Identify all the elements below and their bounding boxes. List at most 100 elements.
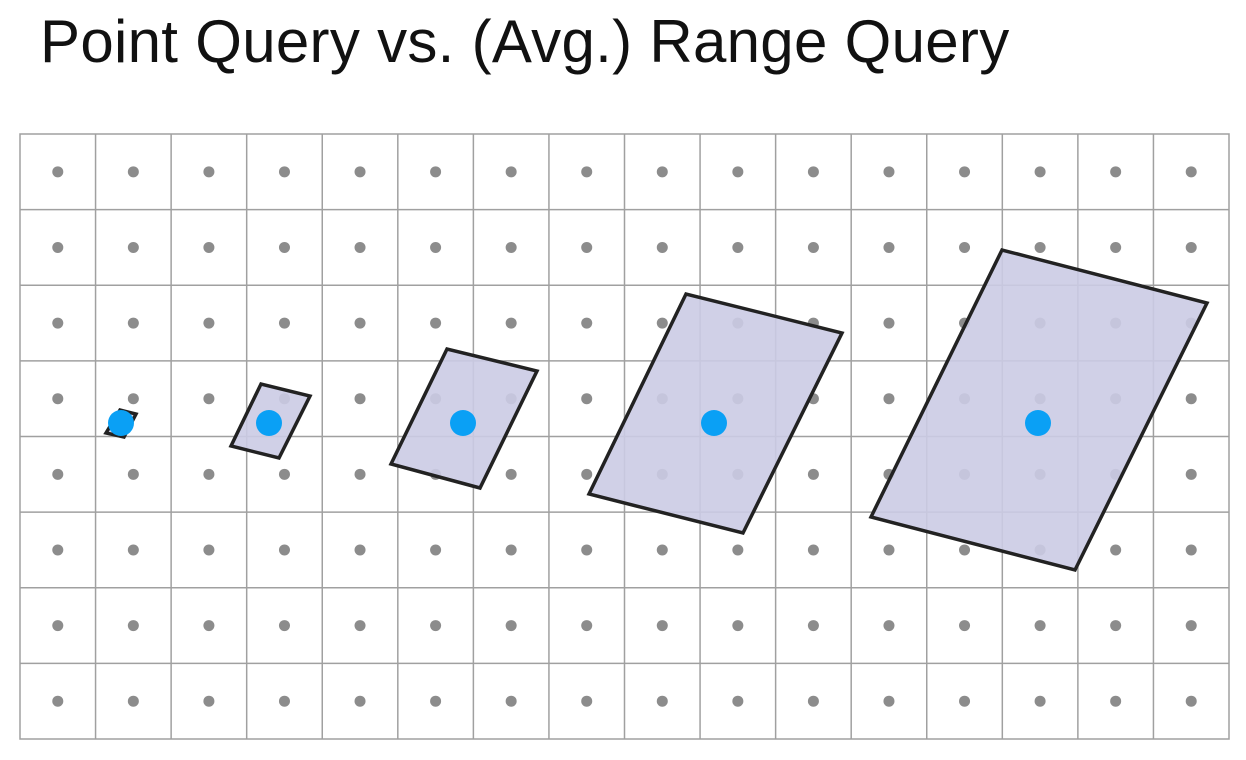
sample-dot <box>127 468 139 480</box>
sample-dot <box>127 695 139 707</box>
sample-dot <box>1185 544 1197 556</box>
range-query-xlarge <box>868 247 1210 573</box>
sample-dot <box>1185 393 1197 405</box>
sample-dot <box>959 620 971 632</box>
range-query-medium <box>388 346 540 491</box>
sample-dot <box>203 468 215 480</box>
sample-dot <box>505 468 517 480</box>
sample-dot <box>127 166 139 178</box>
sample-dot <box>1185 241 1197 253</box>
sample-dot <box>127 241 139 253</box>
sample-dot <box>203 544 215 556</box>
sample-dot <box>52 166 64 178</box>
sample-dot <box>656 166 668 178</box>
sample-dot <box>354 695 366 707</box>
sample-dot <box>278 620 290 632</box>
sample-dot <box>581 468 593 480</box>
sample-dot <box>1110 241 1122 253</box>
sample-dot <box>203 241 215 253</box>
sample-dot <box>278 468 290 480</box>
sample-dot <box>1110 166 1122 178</box>
sample-dot <box>127 317 139 329</box>
range-query-small <box>228 381 313 461</box>
sample-dot <box>278 241 290 253</box>
sample-dot <box>732 620 744 632</box>
sample-dot <box>278 695 290 707</box>
sample-dot <box>807 695 819 707</box>
sample-dot <box>1185 695 1197 707</box>
sample-dot <box>732 544 744 556</box>
sample-dot <box>203 393 215 405</box>
sample-dot <box>656 620 668 632</box>
sample-dot <box>505 317 517 329</box>
sample-dot <box>581 620 593 632</box>
sample-dot <box>354 393 366 405</box>
query-point <box>108 410 134 436</box>
sample-dot <box>959 544 971 556</box>
sample-dot <box>732 166 744 178</box>
sample-dot <box>807 166 819 178</box>
sample-dot <box>1110 544 1122 556</box>
query-point <box>701 410 727 436</box>
sample-dot <box>883 317 895 329</box>
range-query-large <box>586 291 845 536</box>
sample-dot <box>959 695 971 707</box>
sample-dot <box>278 544 290 556</box>
sample-dot <box>1034 620 1046 632</box>
sample-dot <box>807 468 819 480</box>
sample-dot <box>505 620 517 632</box>
sample-dot <box>203 695 215 707</box>
sample-dot <box>807 544 819 556</box>
sample-dot <box>430 166 442 178</box>
sample-dot <box>883 620 895 632</box>
sample-dot <box>1034 241 1046 253</box>
sample-dot <box>278 166 290 178</box>
sample-dot <box>354 166 366 178</box>
sample-dot <box>354 468 366 480</box>
sample-dot <box>52 393 64 405</box>
sample-dot <box>581 393 593 405</box>
sample-dot <box>581 695 593 707</box>
sample-dot <box>203 620 215 632</box>
sample-dot <box>278 317 290 329</box>
sample-dot <box>883 393 895 405</box>
sample-dot <box>1185 468 1197 480</box>
sample-dot <box>52 544 64 556</box>
sample-dot <box>1110 695 1122 707</box>
point-query <box>103 407 139 439</box>
sample-dot <box>127 620 139 632</box>
sample-dot <box>732 241 744 253</box>
sample-dot <box>430 241 442 253</box>
sample-dot <box>732 695 744 707</box>
sample-dot <box>656 695 668 707</box>
sample-dot <box>959 166 971 178</box>
sample-dot <box>505 241 517 253</box>
sample-dot <box>581 166 593 178</box>
sample-dot <box>52 468 64 480</box>
sample-dot <box>203 317 215 329</box>
sample-dot <box>430 544 442 556</box>
sample-dot <box>581 241 593 253</box>
sample-dot <box>127 393 139 405</box>
sample-dot <box>656 544 668 556</box>
sample-dot <box>581 544 593 556</box>
sample-dot <box>354 620 366 632</box>
query-point <box>1025 410 1051 436</box>
sample-dot <box>883 695 895 707</box>
sample-dot <box>203 166 215 178</box>
sample-dot <box>52 695 64 707</box>
query-point <box>256 410 282 436</box>
sample-dot <box>354 241 366 253</box>
query-point <box>450 410 476 436</box>
sample-dot <box>883 241 895 253</box>
sample-dot <box>505 544 517 556</box>
sample-dot <box>430 317 442 329</box>
sample-dot <box>52 241 64 253</box>
slide-title: Point Query vs. (Avg.) Range Query <box>40 8 1010 75</box>
sample-dot <box>1185 620 1197 632</box>
footprint-x-large <box>868 247 1210 573</box>
sample-dot <box>1034 695 1046 707</box>
sample-dot <box>354 317 366 329</box>
query-footprints <box>103 247 1210 573</box>
